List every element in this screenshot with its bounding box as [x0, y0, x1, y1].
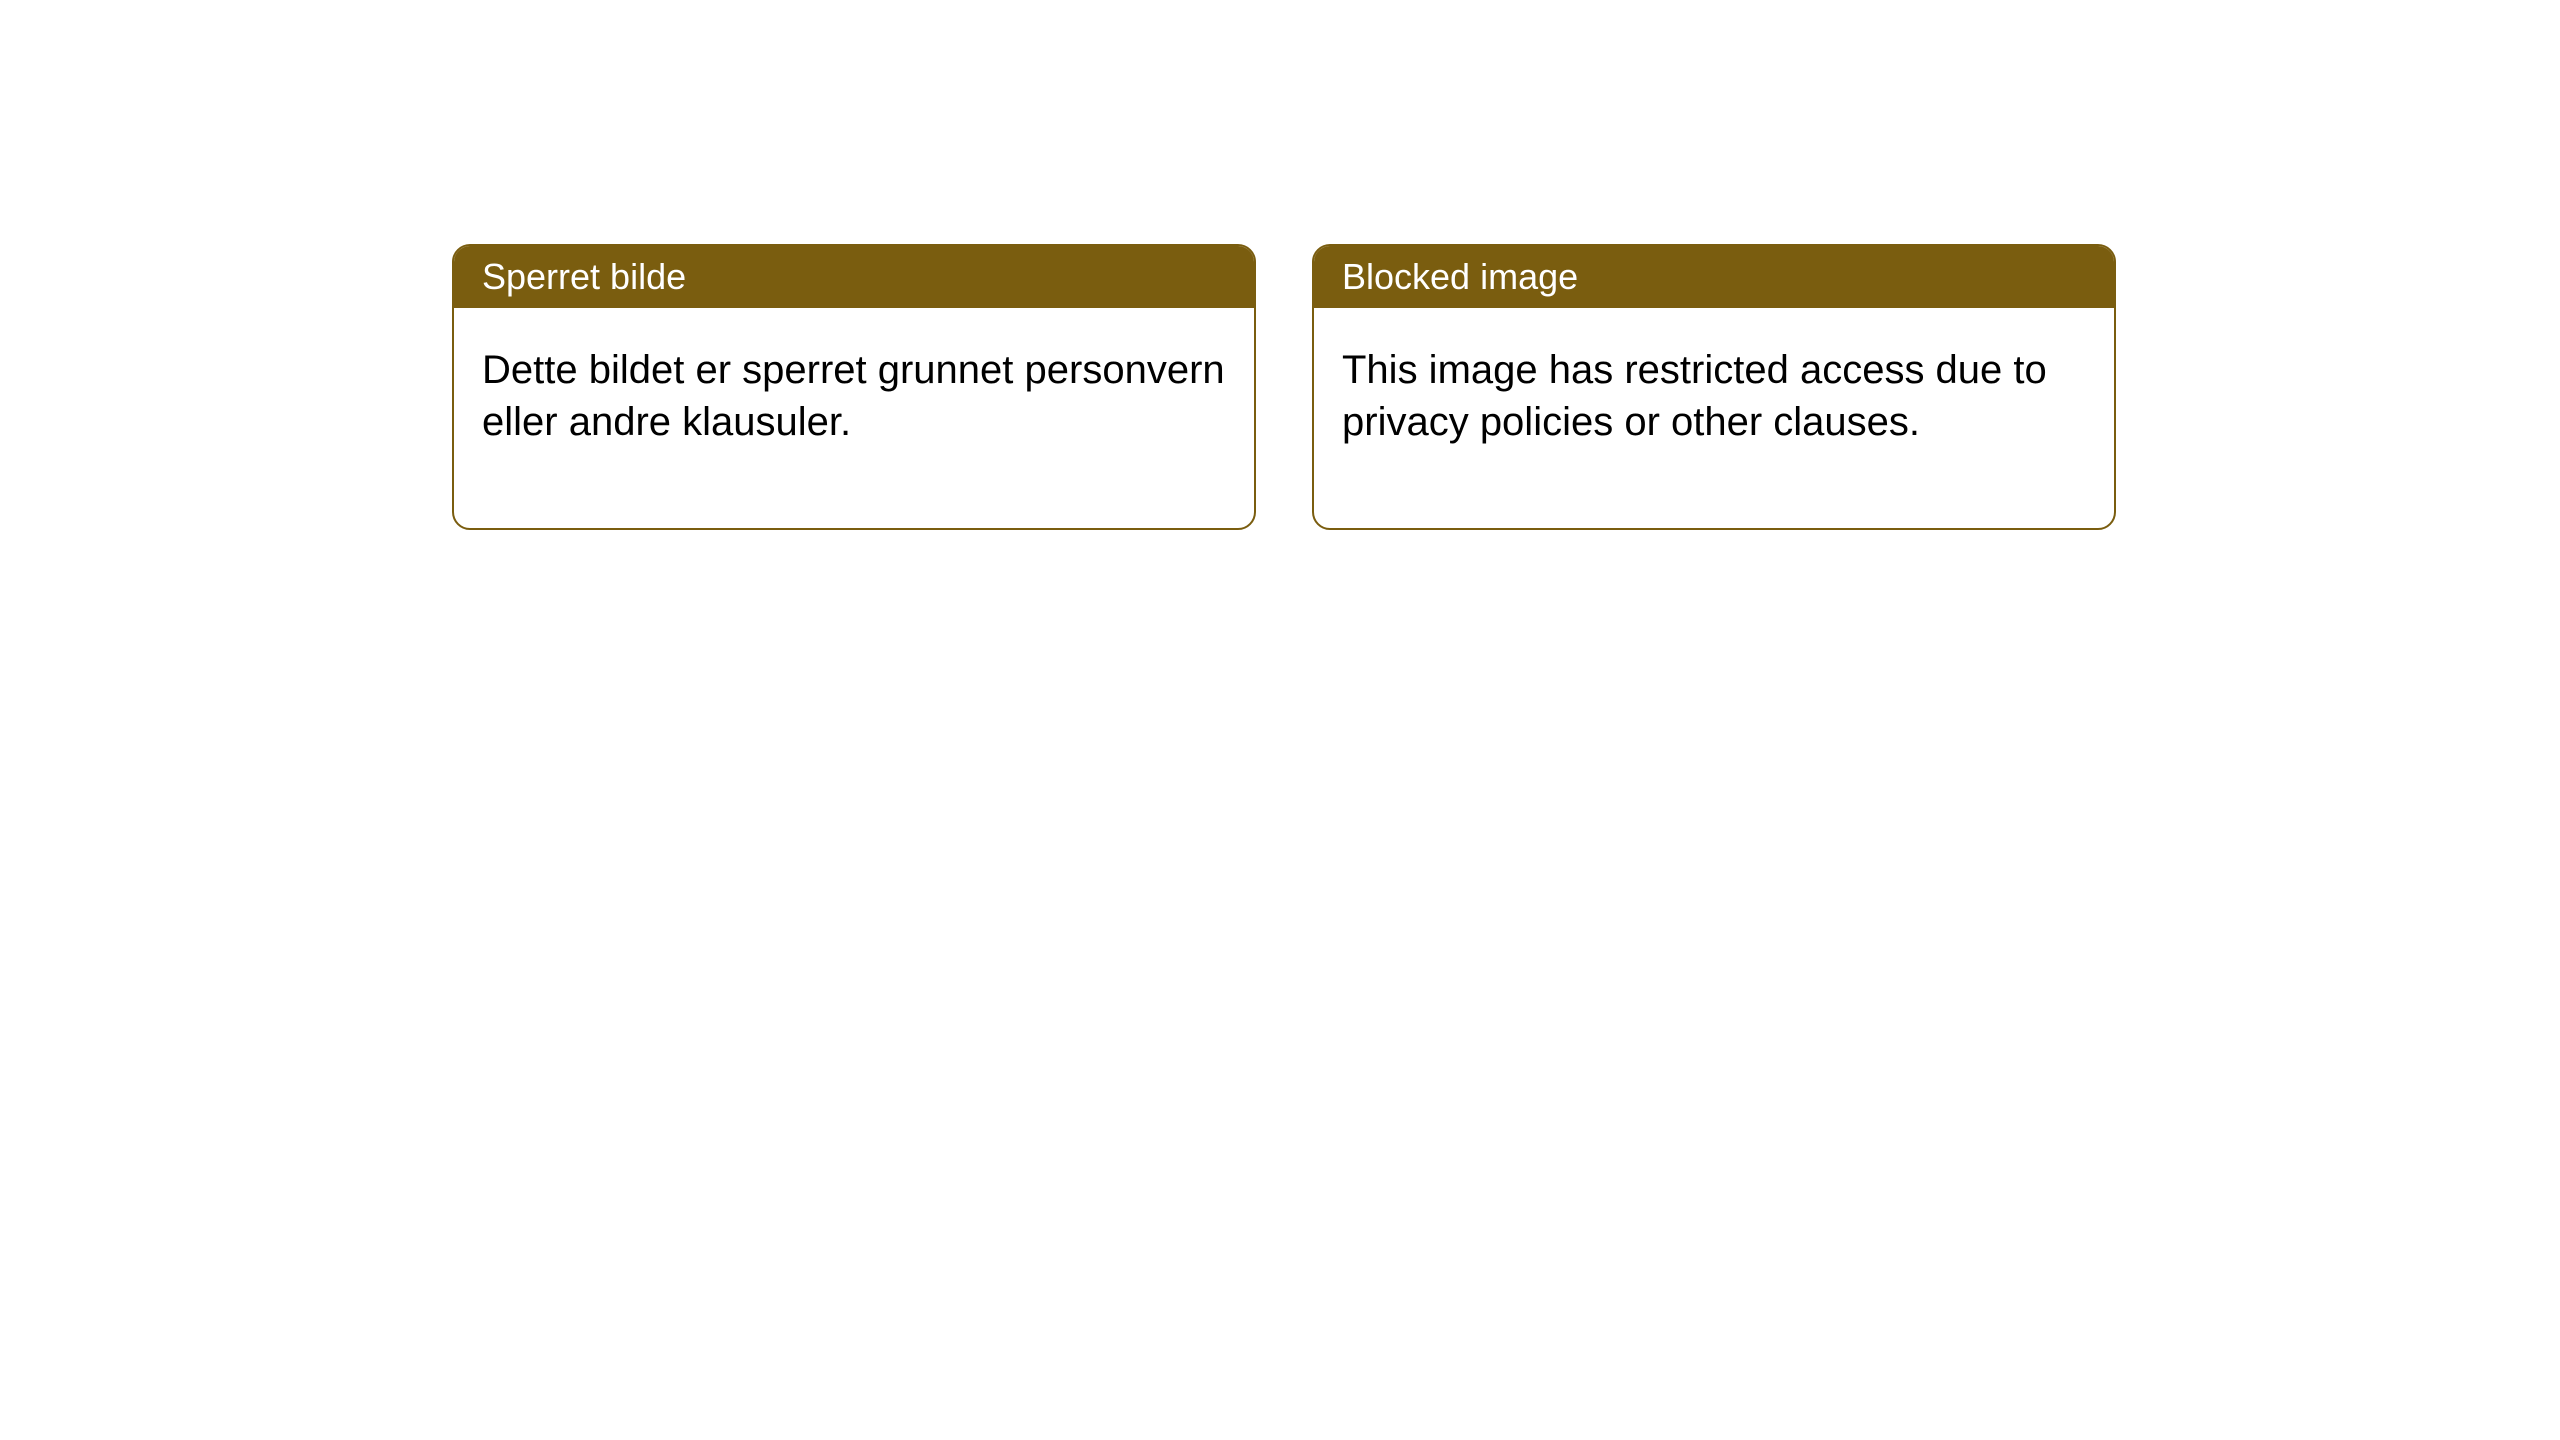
notice-body: This image has restricted access due to … [1314, 308, 2114, 528]
notice-card-english: Blocked image This image has restricted … [1312, 244, 2116, 530]
notice-card-norwegian: Sperret bilde Dette bildet er sperret gr… [452, 244, 1256, 530]
notice-body-text: Dette bildet er sperret grunnet personve… [482, 348, 1225, 444]
notice-title: Blocked image [1342, 256, 1578, 297]
notice-title: Sperret bilde [482, 256, 686, 297]
notice-body-text: This image has restricted access due to … [1342, 348, 2047, 444]
notice-header: Blocked image [1314, 246, 2114, 308]
notice-container: Sperret bilde Dette bildet er sperret gr… [452, 244, 2116, 530]
notice-body: Dette bildet er sperret grunnet personve… [454, 308, 1254, 528]
notice-header: Sperret bilde [454, 246, 1254, 308]
